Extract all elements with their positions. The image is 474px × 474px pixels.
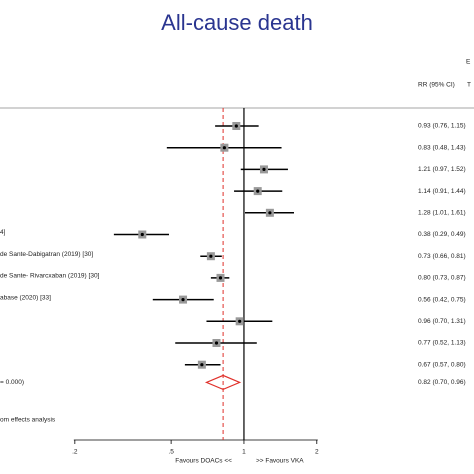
x-tick-label: .5: [168, 449, 174, 456]
study-label: de Sante- Rivarcxaban (2019) [30]: [0, 273, 100, 280]
value-label: 0.96 (0.70, 1.31): [418, 318, 466, 325]
x-tick-label: .2: [72, 449, 78, 456]
study-label: abase (2020) [33]: [0, 294, 51, 301]
chart-title: All-cause death: [161, 10, 313, 35]
study-label: de Sante-Dabigatran (2019) [30]: [0, 251, 93, 258]
point-estimate: [209, 254, 213, 258]
value-label: 1.28 (1.01, 1.61): [418, 210, 466, 217]
study-label: 4]: [0, 229, 6, 236]
value-label: 0.82 (0.70, 0.96): [418, 379, 466, 386]
value-label: 1.14 (0.91, 1.44): [418, 188, 466, 195]
footnote: om effects analysis: [0, 417, 56, 424]
point-estimate: [181, 298, 185, 302]
value-label: 0.56 (0.42, 0.75): [418, 296, 466, 303]
point-estimate: [200, 363, 204, 367]
value-label: 0.77 (0.52, 1.13): [418, 340, 466, 347]
value-label: 0.73 (0.66, 0.81): [418, 253, 466, 260]
point-estimate: [222, 146, 226, 150]
column-header: RR (95% CI): [418, 82, 455, 89]
point-estimate: [140, 232, 144, 237]
x-tick-label: 1: [242, 449, 246, 456]
column-header: E: [466, 59, 471, 66]
value-label: 0.80 (0.73, 0.87): [418, 275, 466, 282]
point-estimate: [214, 341, 219, 345]
value-label: 0.67 (0.57, 0.80): [418, 361, 466, 368]
value-label: 1.21 (0.97, 1.52): [418, 166, 466, 173]
point-estimate: [234, 124, 238, 128]
x-tick-label: 2: [315, 449, 319, 456]
pooled-diamond: [204, 374, 242, 391]
point-estimate: [238, 319, 242, 323]
point-estimate: [218, 276, 223, 280]
value-label: 0.38 (0.29, 0.49): [418, 231, 466, 238]
point-estimate: [268, 211, 272, 215]
x-axis-label: Favours DOACs <<: [175, 458, 232, 465]
point-estimate: [256, 189, 260, 193]
value-label: 0.83 (0.48, 1.43): [418, 144, 466, 151]
column-header: T: [467, 82, 471, 89]
value-label: 0.93 (0.76, 1.15): [418, 123, 466, 130]
pooled-label: = 0.000): [0, 379, 24, 386]
x-axis-label: >> Favours VKA: [256, 458, 304, 465]
point-estimate: [262, 167, 266, 171]
